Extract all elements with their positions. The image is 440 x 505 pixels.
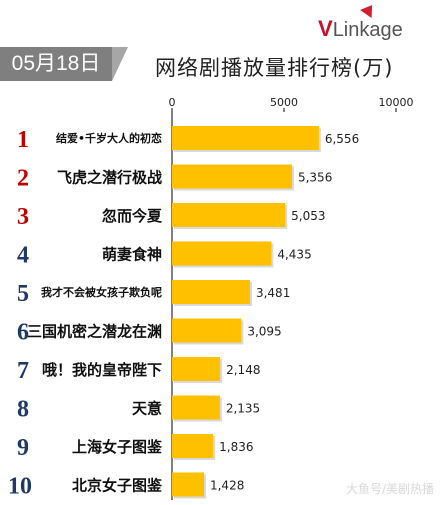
value-label: 5,053 xyxy=(291,209,325,223)
bar xyxy=(172,164,292,189)
category-label: 忽而今夏 xyxy=(102,207,163,225)
rank-number: 4 xyxy=(17,243,29,269)
bar xyxy=(172,434,214,458)
rank-number: 6 xyxy=(17,320,29,346)
bar xyxy=(172,357,221,381)
chart-title: 网络剧播放量排行榜(万) xyxy=(155,56,394,80)
category-label: 三国机密之潜龙在渊 xyxy=(27,323,162,341)
category-label: 上海女子图鉴 xyxy=(72,438,163,456)
value-label: 3,481 xyxy=(256,286,290,300)
bar xyxy=(172,241,272,266)
date-badge-shadow xyxy=(112,47,128,81)
x-tick-label: 10000 xyxy=(379,96,414,109)
value-label: 1,428 xyxy=(210,479,244,493)
bar xyxy=(172,472,204,497)
value-label: 4,435 xyxy=(277,248,311,262)
rank-number: 9 xyxy=(17,435,29,461)
bar xyxy=(172,126,319,150)
bar xyxy=(172,280,250,304)
rank-number: 3 xyxy=(17,204,29,230)
rank-number: 8 xyxy=(17,397,29,423)
value-label: 6,556 xyxy=(325,132,359,146)
value-label: 5,356 xyxy=(298,171,332,185)
x-tick-label: 0 xyxy=(169,96,176,109)
category-label: 萌妻食神 xyxy=(102,246,162,264)
value-label: 2,135 xyxy=(226,402,260,416)
value-label: 1,836 xyxy=(219,440,253,454)
logo-v: V xyxy=(318,16,333,41)
vlinkage-logo: V Linkage xyxy=(318,14,403,42)
rank-number: 7 xyxy=(17,358,29,384)
rank-number: 2 xyxy=(17,166,29,192)
x-tick-label: 5000 xyxy=(270,96,298,109)
logo-text: Linkage xyxy=(332,19,403,41)
bar xyxy=(172,318,242,343)
rank-number: 5 xyxy=(17,281,29,307)
category-label: 哦！我的皇帝陛下 xyxy=(42,361,162,379)
category-label: 飞虎之潜行极战 xyxy=(57,169,162,187)
value-label: 2,148 xyxy=(226,363,260,377)
category-label: 天意 xyxy=(132,400,162,418)
rank-number: 1 xyxy=(17,127,29,153)
value-label: 3,095 xyxy=(247,325,281,339)
category-label: 结爱•千岁大人的初恋 xyxy=(55,131,162,145)
bar xyxy=(172,395,220,420)
date-badge: 05月18日 xyxy=(0,47,112,81)
watermark: 大鱼号/美剧热播 xyxy=(345,482,434,496)
rank-number: 10 xyxy=(8,474,32,500)
category-label: 北京女子图鉴 xyxy=(72,477,163,495)
category-label: 我才不会被女孩子欺负呢 xyxy=(41,285,162,299)
bar xyxy=(172,203,286,227)
